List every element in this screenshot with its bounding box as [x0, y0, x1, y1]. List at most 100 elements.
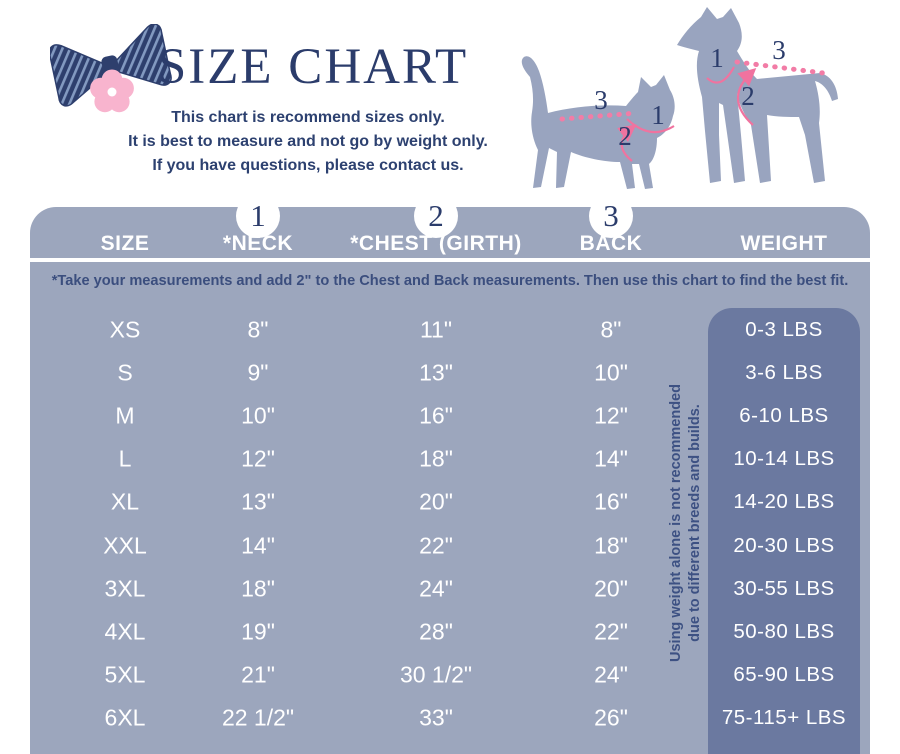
logo [50, 24, 172, 113]
cell-chest: 20" [419, 488, 453, 515]
cell-neck: 18" [241, 575, 275, 602]
cell-weight: 3-6 LBS [745, 360, 823, 384]
col-header-chest: *CHEST (GIRTH) [350, 232, 522, 255]
dog-back-number: 3 [772, 35, 786, 65]
cell-back: 24" [594, 661, 628, 688]
cell-chest: 13" [419, 359, 453, 386]
cell-chest: 16" [419, 402, 453, 429]
cat-back-measure-line [559, 110, 640, 122]
col-header-neck: *NECK [222, 232, 294, 255]
cell-weight: 6-10 LBS [739, 403, 829, 427]
cell-size: M [115, 402, 135, 429]
subtitle-line-2: It is best to measure and not go by weig… [128, 133, 488, 150]
dog-chest-number: 2 [741, 81, 755, 111]
table-row: 4XL 19" 28" 22" 50-80 LBS [30, 610, 870, 653]
dog-silhouette-icon [677, 7, 838, 183]
weight-disclaimer-line-1: Using weight alone is not recommended [668, 384, 685, 662]
cell-chest: 11" [419, 316, 453, 343]
cell-back: 20" [594, 575, 628, 602]
bow-tie-icon [50, 24, 172, 107]
table-body: *Take your measurements and add 2" to th… [30, 262, 870, 754]
table-row: 6XL 22 1/2" 33" 26" 75-115+ LBS [30, 697, 870, 740]
measurement-note: *Take your measurements and add 2" to th… [51, 273, 849, 289]
cell-neck: 10" [241, 402, 275, 429]
step-3-badge: 3 [589, 194, 633, 238]
col-header-back: BACK [579, 232, 643, 255]
step-2-badge: 2 [414, 194, 458, 238]
subtitle-line-3: If you have questions, please contact us… [152, 157, 464, 174]
cell-weight: 65-90 LBS [733, 663, 835, 687]
subtitle-line-1: This chart is recommend sizes only. [171, 109, 445, 126]
cell-weight: 14-20 LBS [733, 490, 835, 514]
table-row: 5XL 21" 30 1/2" 24" 65-90 LBS [30, 654, 870, 697]
flower-icon [90, 69, 134, 113]
cell-weight: 50-80 LBS [733, 619, 835, 643]
cell-weight: 20-30 LBS [733, 533, 835, 557]
cell-neck: 21" [241, 661, 275, 688]
cell-size: XS [109, 316, 141, 343]
cell-neck: 12" [241, 445, 275, 472]
page-title: SIZE CHART [157, 39, 469, 95]
cell-neck: 13" [241, 488, 275, 515]
weight-column-background [708, 308, 860, 754]
table-row: XL 13" 20" 16" 14-20 LBS [30, 481, 870, 524]
cat-neck-measure-arc [626, 118, 675, 134]
dog-neck-measure-arc [706, 66, 735, 84]
cell-chest: 24" [419, 575, 453, 602]
cell-chest: 28" [419, 618, 453, 645]
cell-chest: 33" [419, 704, 453, 731]
table-row: 3XL 18" 24" 20" 30-55 LBS [30, 567, 870, 610]
cell-weight: 10-14 LBS [733, 447, 835, 471]
cell-size: S [117, 359, 133, 386]
cat-chest-measure-arc [617, 124, 637, 162]
table-row: L 12" 18" 14" 10-14 LBS [30, 438, 870, 481]
cell-back: 22" [594, 618, 628, 645]
col-header-size: SIZE [100, 232, 150, 255]
table-row: M 10" 16" 12" 6-10 LBS [30, 394, 870, 437]
cell-size: L [118, 445, 132, 472]
cat-chest-number: 2 [618, 121, 632, 151]
weight-disclaimer-line-2: due to different breeds and builds. [687, 404, 703, 642]
step-1-badge: 1 [236, 194, 280, 238]
cell-back: 16" [594, 488, 628, 515]
table-header: 1 2 3 SIZE *NECK *CHEST (GIRTH) BACK WEI… [30, 194, 870, 258]
cell-chest: 18" [419, 445, 453, 472]
cell-size: XXL [103, 532, 147, 559]
dog-chest-measure-arc [737, 68, 757, 126]
dog-neck-number: 1 [710, 43, 724, 73]
cat-neck-number: 1 [651, 100, 665, 130]
cat-silhouette-icon [521, 56, 675, 189]
table-row: XXL 14" 22" 18" 20-30 LBS [30, 524, 870, 567]
cell-size: 4XL [104, 618, 146, 645]
col-header-weight: WEIGHT [740, 232, 828, 255]
cell-chest: 22" [419, 532, 453, 559]
measurement-diagram: 3 1 2 1 3 2 [521, 7, 838, 189]
cell-neck: 19" [241, 618, 275, 645]
cell-back: 8" [600, 316, 622, 343]
size-chart-table: 1 2 3 SIZE *NECK *CHEST (GIRTH) BACK WEI… [30, 194, 870, 754]
cell-size: 3XL [104, 575, 146, 602]
cell-neck: 14" [241, 532, 275, 559]
cat-back-number: 3 [594, 85, 608, 115]
cell-back: 10" [594, 359, 628, 386]
cell-chest: 30 1/2" [399, 661, 473, 688]
cell-size: 5XL [104, 661, 146, 688]
cell-neck: 8" [247, 316, 269, 343]
cell-back: 14" [594, 445, 628, 472]
cell-neck: 9" [247, 359, 269, 386]
weight-disclaimer: Using weight alone is not recommended du… [667, 384, 705, 662]
cell-back: 12" [594, 402, 628, 429]
cell-neck: 22 1/2" [221, 704, 295, 731]
cell-size: 6XL [104, 704, 146, 731]
cell-back: 18" [594, 532, 628, 559]
table-row: XS 8" 11" 8" 0-3 LBS [30, 308, 870, 351]
table-rows: XS 8" 11" 8" 0-3 LBS S 9" 13" 10" 3-6 LB… [30, 308, 870, 740]
cell-size: XL [110, 488, 140, 515]
subtitle: This chart is recommend sizes only. It i… [58, 106, 558, 178]
cell-weight: 0-3 LBS [745, 317, 823, 341]
cell-back: 26" [594, 704, 628, 731]
table-row: S 9" 13" 10" 3-6 LBS [30, 351, 870, 394]
cell-weight: 75-115+ LBS [721, 706, 847, 730]
cell-weight: 30-55 LBS [733, 576, 835, 600]
